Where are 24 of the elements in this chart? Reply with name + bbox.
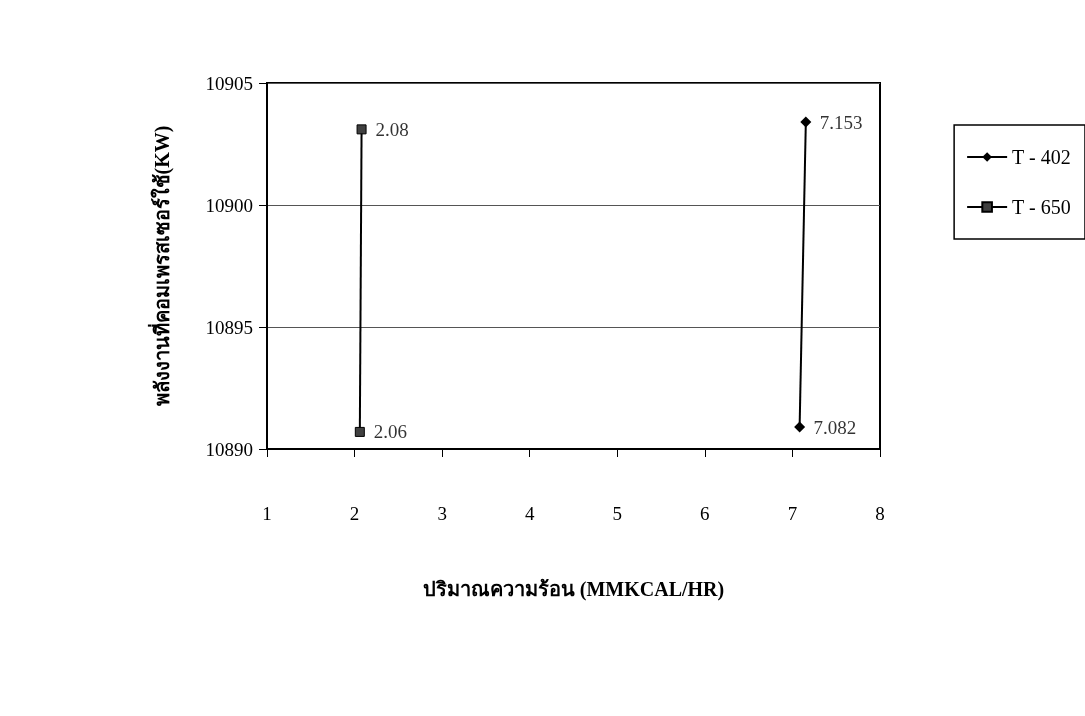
annotation: 2.06 xyxy=(373,421,408,443)
x-tick-label: 5 xyxy=(612,503,623,524)
y-tick-label: 10905 xyxy=(205,72,253,94)
annotation: 2.08 xyxy=(375,118,409,140)
y-tick-label: 10900 xyxy=(205,194,253,216)
legend-label: T - 402 xyxy=(1012,146,1071,168)
x-tick-label: 7 xyxy=(787,503,798,524)
y-axis-title: พลังงานที่คอมเพรสเซอร์ใช้(KW) xyxy=(147,125,174,407)
legend-label: T - 650 xyxy=(1012,196,1071,218)
point xyxy=(354,426,365,437)
y-tick-label: 10895 xyxy=(205,316,253,338)
annotation: 7.153 xyxy=(819,111,863,133)
x-tick-label: 2 xyxy=(349,503,360,524)
point xyxy=(794,421,806,433)
x-tick-label: 3 xyxy=(437,503,447,524)
x-tick-label: 8 xyxy=(875,503,885,524)
y-tick-label: 10890 xyxy=(205,438,253,460)
annotation: 7.082 xyxy=(813,416,857,438)
point xyxy=(356,124,367,135)
point xyxy=(800,116,812,128)
x-tick-label: 4 xyxy=(524,503,535,524)
x-axis-title: ปริมาณความร้อน (MMKCAL/HR) xyxy=(422,578,725,601)
x-tick-label: 1 xyxy=(262,503,272,524)
x-tick-label: 6 xyxy=(700,503,710,524)
